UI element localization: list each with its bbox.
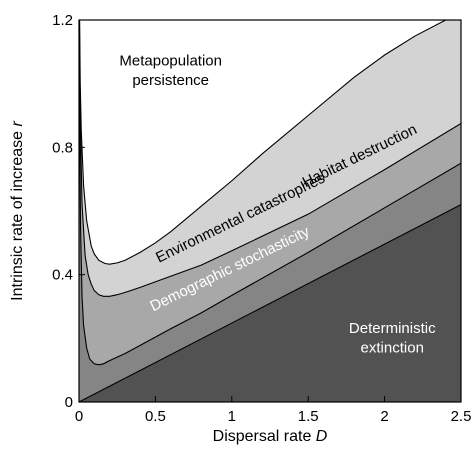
x-axis-label: Dispersal rate D xyxy=(213,428,328,445)
region-fills xyxy=(79,20,461,402)
x-tick-label: 1.5 xyxy=(298,408,319,425)
y-tick-label: 0.8 xyxy=(52,139,73,156)
x-axis-ticks: 0 0.5 1 1.5 2 2.5 xyxy=(75,396,472,425)
boundary-environmental-catastrophes xyxy=(79,20,461,366)
label-deterministic-extinction: Deterministic extinction xyxy=(349,320,436,357)
y-tick-label: 0.4 xyxy=(52,267,73,284)
y-tick-label: 0 xyxy=(65,394,73,411)
boundary-habitat-destruction xyxy=(79,20,461,297)
plot-frame xyxy=(78,19,462,403)
y-axis-ticks: 0 0.4 0.8 1.2 xyxy=(52,12,85,411)
boundary-metapopulation-persistence xyxy=(79,20,446,265)
x-tick-label: 2 xyxy=(380,408,388,425)
y-axis-label: Intrinsic rate of increase r xyxy=(9,121,26,301)
x-tick-label: 0 xyxy=(75,408,83,425)
boundary-lines xyxy=(79,20,461,402)
region-metapopulation-persistence xyxy=(79,20,446,265)
y-tick-label: 1.2 xyxy=(52,12,73,29)
x-tick-label: 0.5 xyxy=(145,408,166,425)
x-tick-label: 2.5 xyxy=(451,408,472,425)
label-metapopulation-persistence: Metapopulation persistence xyxy=(119,53,222,90)
x-tick-label: 1 xyxy=(228,408,236,425)
boundary-demographic-stochasticity xyxy=(79,204,461,402)
